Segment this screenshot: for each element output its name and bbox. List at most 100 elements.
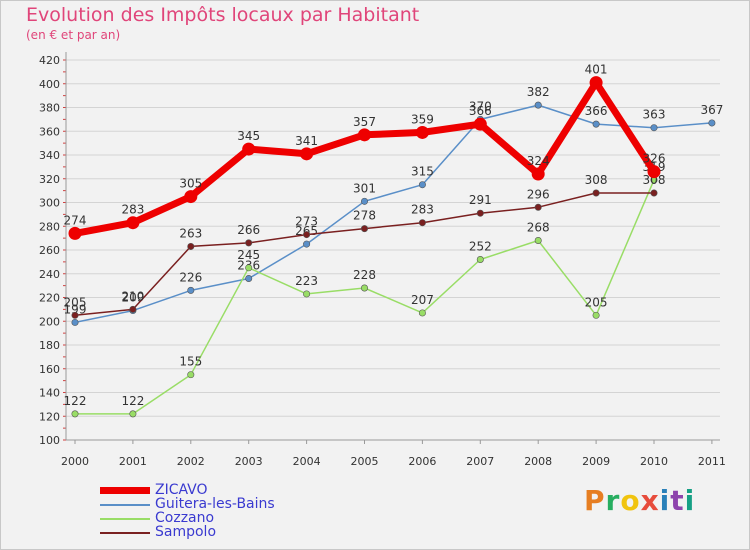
y-tick-label: 120	[39, 410, 60, 423]
data-label: 266	[237, 223, 260, 237]
data-point	[187, 286, 195, 294]
data-label: 273	[295, 215, 318, 229]
data-point	[360, 197, 368, 205]
logo-letter: t	[670, 484, 685, 517]
data-point	[650, 189, 658, 197]
data-point	[650, 124, 658, 132]
data-point	[647, 165, 661, 179]
x-tick-label: 2011	[698, 455, 726, 468]
data-label: 199	[64, 302, 87, 316]
x-tick-label: 2007	[466, 455, 494, 468]
chart-subtitle: (en € et par an)	[26, 28, 121, 42]
data-label: 382	[527, 85, 550, 99]
data-point	[245, 274, 253, 282]
data-label: 205	[64, 295, 87, 309]
x-tick-label: 2001	[119, 455, 147, 468]
legend-swatch-cozzano	[100, 518, 150, 520]
data-point	[129, 410, 137, 418]
data-point	[534, 203, 542, 211]
data-label: 122	[121, 394, 144, 408]
data-label: 366	[585, 104, 608, 118]
data-point	[534, 237, 542, 245]
logo-letter: o	[620, 484, 641, 517]
x-tick-label: 2006	[408, 455, 436, 468]
logo-letter: i	[659, 484, 671, 517]
data-label: 326	[643, 152, 666, 166]
data-label: 296	[527, 187, 550, 201]
y-tick-label: 400	[39, 78, 60, 91]
data-point	[360, 284, 368, 292]
data-label: 207	[411, 293, 434, 307]
y-tick-label: 220	[39, 292, 60, 305]
data-label: 315	[411, 165, 434, 179]
x-tick-label: 2002	[177, 455, 205, 468]
data-label: 291	[469, 193, 492, 207]
data-label: 274	[64, 213, 87, 227]
data-label: 357	[353, 115, 376, 129]
data-label: 252	[469, 240, 492, 254]
data-point	[245, 264, 253, 272]
data-point	[129, 305, 137, 313]
plot-area	[66, 52, 720, 440]
data-point	[358, 128, 371, 142]
x-tick-label: 2004	[293, 455, 321, 468]
legend-swatch-guitera	[100, 504, 150, 506]
data-point	[592, 120, 600, 128]
data-point	[476, 209, 484, 217]
data-point	[418, 219, 426, 227]
data-point	[245, 239, 253, 247]
data-label: 210	[121, 289, 144, 303]
data-point	[71, 410, 79, 418]
data-point	[418, 309, 426, 317]
logo-letter: i	[684, 484, 696, 517]
chart-title: Evolution des Impôts locaux par Habitant	[26, 4, 420, 26]
y-tick-label: 340	[39, 149, 60, 162]
x-tick-label: 2000	[61, 455, 89, 468]
data-label: 228	[353, 268, 376, 282]
data-point	[589, 76, 603, 90]
legend-item-sampolo[interactable]: Sampolo	[100, 524, 300, 540]
x-tick-label: 2009	[582, 455, 610, 468]
data-label: 226	[179, 270, 202, 284]
data-point	[126, 216, 140, 230]
data-label: 263	[179, 226, 202, 240]
data-point	[71, 311, 79, 319]
data-point	[708, 119, 716, 127]
data-label: 301	[353, 181, 376, 195]
legend-item-guitera[interactable]: Guitera-les-Bains	[100, 496, 300, 512]
data-point	[592, 311, 600, 319]
logo-letter: r	[605, 484, 621, 517]
data-label: 308	[643, 173, 666, 187]
data-point	[71, 318, 79, 326]
data-label: 209	[121, 291, 144, 305]
y-tick-label: 300	[39, 197, 60, 210]
data-point	[187, 242, 195, 250]
y-tick-label: 200	[39, 315, 60, 328]
logo-letter: x	[640, 484, 660, 517]
x-tick-label: 2010	[640, 455, 668, 468]
data-point	[473, 117, 487, 131]
y-tick-label: 140	[39, 387, 60, 400]
data-point	[360, 225, 368, 233]
y-tick-label: 420	[39, 54, 60, 67]
series-line-guitera-les-bains	[74, 104, 713, 324]
y-tick-label: 280	[39, 220, 60, 233]
data-label: 345	[237, 129, 260, 143]
legend-item-zicavo[interactable]: ZICAVO	[100, 482, 300, 498]
data-label: 363	[643, 108, 666, 122]
legend-item-cozzano[interactable]: Cozzano	[100, 510, 300, 526]
data-label: 366	[469, 104, 492, 118]
data-label: 308	[585, 173, 608, 187]
data-label: 367	[700, 103, 723, 117]
legend-swatch-zicavo	[100, 487, 150, 494]
data-label: 122	[64, 394, 87, 408]
logo-letter: P	[584, 484, 606, 517]
y-tick-label: 260	[39, 244, 60, 257]
data-label: 278	[353, 209, 376, 223]
legend: ZICAVO Guitera-les-Bains Cozzano Sampolo	[100, 482, 300, 540]
data-point	[592, 189, 600, 197]
y-tick-label: 320	[39, 173, 60, 186]
data-label: 370	[469, 99, 492, 113]
data-label: 268	[527, 221, 550, 235]
